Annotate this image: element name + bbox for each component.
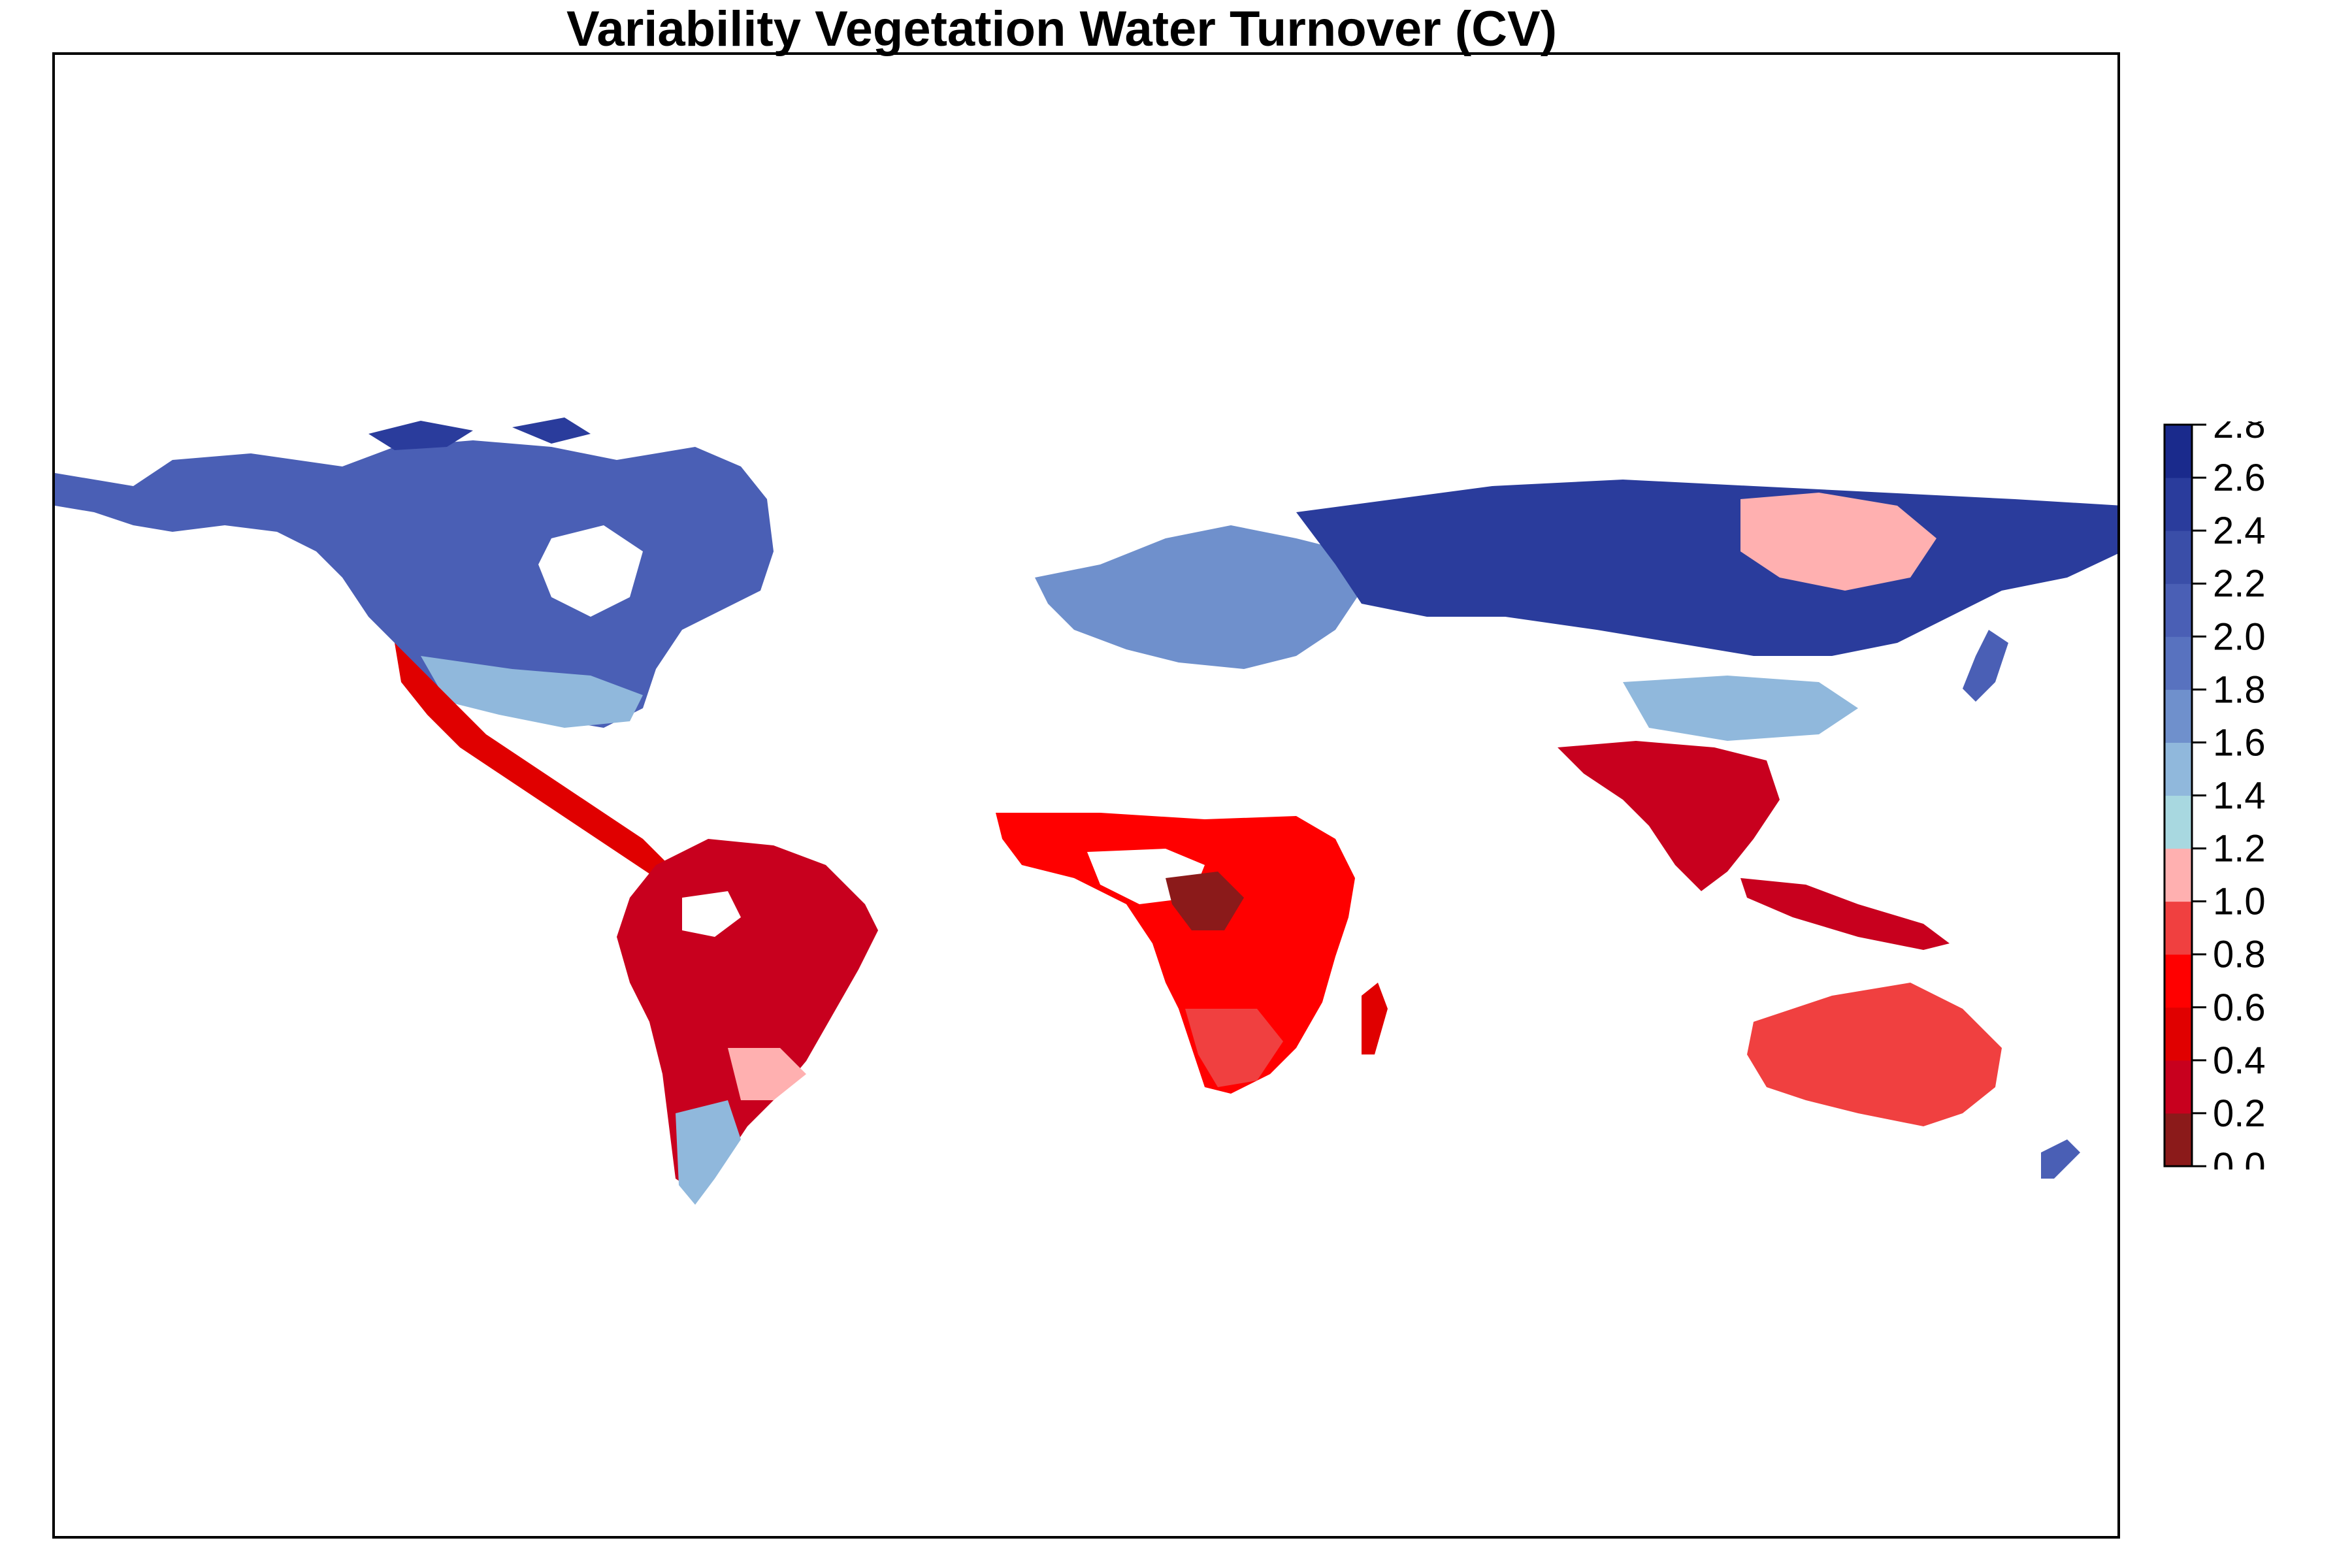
colorbar-tick-label: 1.6 xyxy=(2213,721,2266,764)
colorbar-segment xyxy=(2164,742,2192,796)
colorbar-segment xyxy=(2164,954,2192,1008)
colorbar-segment xyxy=(2164,1060,2192,1114)
patagonia-blue xyxy=(676,1100,741,1205)
colorbar-tick-label: 2.2 xyxy=(2213,563,2266,605)
madagascar-land xyxy=(1362,983,1388,1054)
colorbar-svg: 0.0 0.2 0.4 0.6 0.8 1.0 1.2 1.4 1.6 1.8 2.0 2.2 2.4 2… xyxy=(2163,421,2266,1169)
colorbar-tick-label: 2.6 xyxy=(2213,457,2266,499)
world-map xyxy=(55,417,2117,1205)
colorbar-segment xyxy=(2164,795,2192,849)
colorbar-segment xyxy=(2164,689,2192,743)
amazon-gap xyxy=(682,891,741,937)
central-america-land xyxy=(395,643,669,878)
colorbar-tick-label: 1.0 xyxy=(2213,881,2266,923)
africa-dark xyxy=(1166,872,1244,930)
new-zealand-land xyxy=(2041,1139,2080,1179)
africa-south-light xyxy=(1185,1009,1283,1087)
north-america-light xyxy=(421,656,643,728)
colorbar-tick-label: 0.8 xyxy=(2213,934,2266,976)
colorbar-tick-label: 1.2 xyxy=(2213,828,2266,870)
colorbar-tick-label: 2.0 xyxy=(2213,615,2266,658)
southeast-asia-islands xyxy=(1740,878,1950,950)
colorbar-tick-label: 2.4 xyxy=(2213,510,2266,552)
colorbar-segment xyxy=(2164,901,2192,955)
colorbar-segment xyxy=(2164,583,2192,637)
china-light xyxy=(1623,676,1858,741)
south-america-light xyxy=(728,1048,806,1100)
colorbar-tick-label: 0.4 xyxy=(2213,1039,2266,1082)
north-america-land xyxy=(55,440,774,728)
europe-land xyxy=(1035,525,1362,669)
australia-land xyxy=(1747,983,2002,1126)
map-title: Variability Vegetation Water Turnover (C… xyxy=(566,1,1558,57)
east-siberia-pink xyxy=(1740,493,1936,591)
colorbar-tick-label: 1.8 xyxy=(2213,668,2266,711)
south-asia-land xyxy=(1558,741,1780,891)
colorbar-segment xyxy=(2164,425,2192,478)
colorbar-tick-label: 0.6 xyxy=(2213,987,2266,1029)
colorbar-segment xyxy=(2164,478,2192,531)
colorbar: 0.0 0.2 0.4 0.6 0.8 1.0 1.2 1.4 1.6 1.8 2.0 2.2 2.4 2… xyxy=(2159,421,2310,1169)
colorbar-tick-label: 0.2 xyxy=(2213,1092,2266,1135)
japan-land xyxy=(1963,630,2008,702)
colorbar-tick-label: 0.0 xyxy=(2213,1145,2266,1169)
colorbar-segment xyxy=(2164,848,2192,902)
map-panel xyxy=(52,52,2120,1539)
colorbar-segment xyxy=(2164,1007,2192,1061)
south-america-land xyxy=(617,839,878,1192)
colorbar-tick-label: 1.4 xyxy=(2213,775,2266,817)
siberia-land xyxy=(1296,480,2117,656)
colorbar-tick-label: 2.8 xyxy=(2213,421,2266,446)
arctic-islands xyxy=(368,417,591,450)
colorbar-segment xyxy=(2164,636,2192,690)
hudson-bay-gap xyxy=(538,525,643,617)
colorbar-segment xyxy=(2164,1113,2192,1167)
colorbar-segment xyxy=(2164,531,2192,584)
